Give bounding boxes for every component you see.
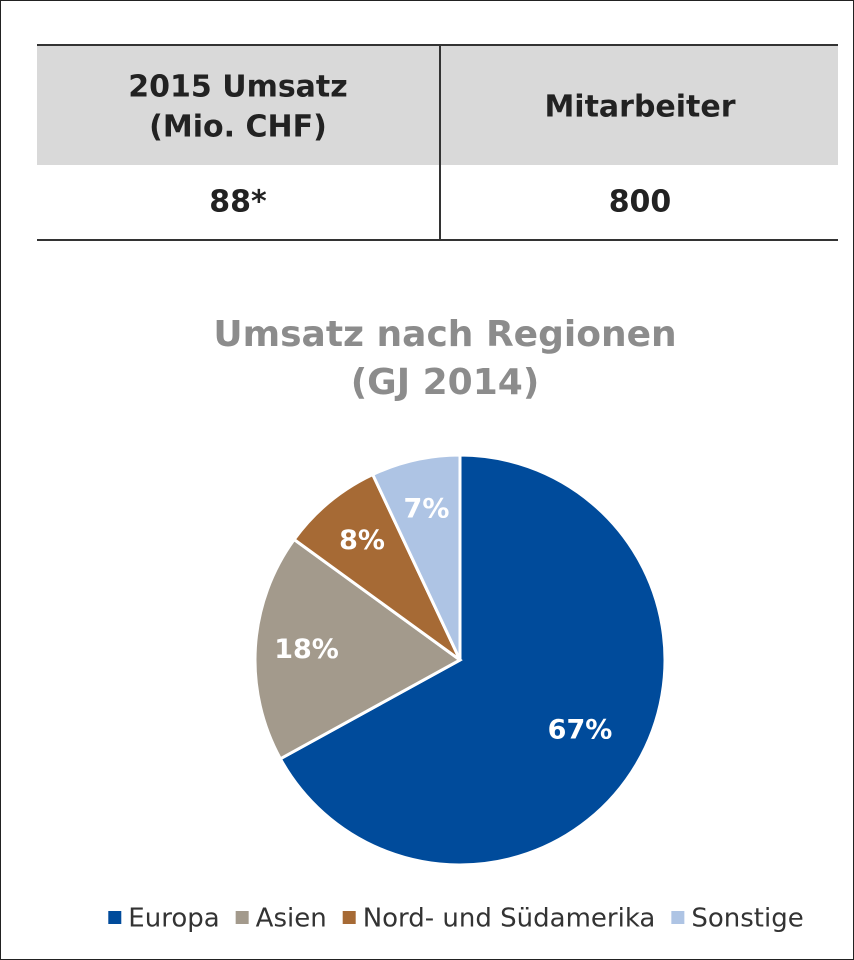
pie-slice [253,537,463,761]
data-label: 67% [548,714,613,745]
legend-label: Sonstige [691,904,803,934]
legend-label: Asien [256,904,327,934]
pie-slice [292,472,462,662]
legend-label: Nord- und Südamerika [363,904,656,934]
legend-label: Europa [128,904,219,934]
legend-swatch [235,911,249,924]
table-header: Mitarbeiter [544,90,735,125]
legend-swatch [108,911,122,924]
pie-slice [278,453,667,867]
legend-swatch [342,911,356,924]
data-label: 18% [274,634,339,665]
table-header: 2015 Umsatz [128,70,347,105]
table-header-bg [37,45,838,165]
legend: Europa Asien Nord- und Südamerika Sonstige [108,904,804,934]
table-cell: 88* [209,185,267,220]
chart-title: Umsatz nach Regionen [213,314,676,355]
data-label: 7% [404,493,450,524]
table-cell: 800 [609,185,672,220]
chart-title: (GJ 2014) [351,362,540,403]
table-header: (Mio. CHF) [149,110,327,145]
data-label: 8% [339,525,385,556]
pie-slice [370,453,462,661]
legend-swatch [671,911,685,924]
